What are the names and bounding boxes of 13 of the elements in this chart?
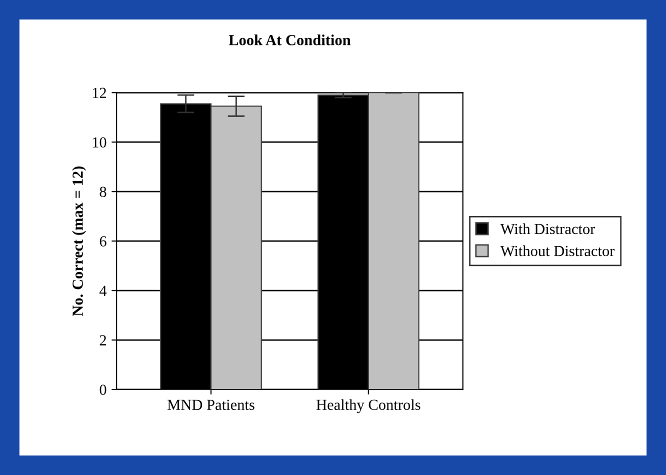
chart-title: Look At Condition bbox=[228, 34, 351, 46]
y-tick-label: 12 bbox=[92, 88, 106, 98]
x-tick-label: MND Patients bbox=[168, 400, 254, 410]
y-tick-label: 2 bbox=[100, 335, 106, 346]
y-axis-title: No. Correct (max = 12) bbox=[72, 166, 86, 316]
x-tick-label: Healthy Controls bbox=[316, 399, 420, 414]
y-tick-label: 6 bbox=[100, 236, 106, 247]
y-tick-label: 8 bbox=[100, 186, 106, 198]
legend-label: Without Distractor bbox=[500, 245, 615, 256]
y-tick-label: 0 bbox=[100, 384, 106, 395]
y-tick-label: 10 bbox=[92, 137, 106, 148]
y-tick-label: 4 bbox=[99, 286, 107, 296]
legend-label: With Distractor bbox=[500, 223, 596, 234]
